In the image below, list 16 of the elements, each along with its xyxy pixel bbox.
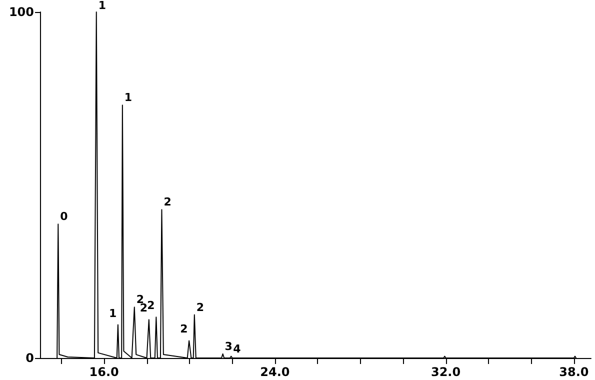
- annotation: 4: [233, 342, 242, 356]
- x-tick-label: 38.0: [559, 365, 589, 379]
- x-tick-label: 16.0: [89, 365, 119, 379]
- y-tick-label: 100: [8, 5, 34, 19]
- annotation: 2: [196, 300, 204, 314]
- annotation: 2: [147, 299, 155, 312]
- annotation: 1: [124, 91, 132, 104]
- x-tick-label: 32.0: [430, 365, 461, 379]
- annotation: 2: [164, 196, 172, 209]
- annotation: 2: [180, 322, 188, 336]
- annotation: 3: [224, 340, 232, 353]
- annotation: 1: [108, 306, 117, 320]
- annotation: 2: [140, 302, 148, 315]
- annotation: 0: [60, 210, 68, 224]
- annotation: 1: [98, 0, 106, 12]
- x-tick-label: 24.0: [260, 365, 290, 379]
